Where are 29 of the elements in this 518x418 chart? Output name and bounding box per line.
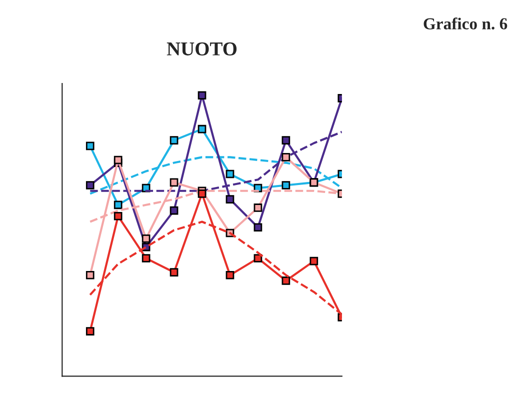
- point: [170, 206, 178, 215]
- point: [86, 270, 94, 280]
- point: [86, 181, 94, 190]
- chart-title: NUOTO: [166, 42, 237, 56]
- point: [226, 195, 234, 204]
- point: [142, 234, 150, 243]
- point: [170, 268, 178, 276]
- point: [254, 223, 262, 232]
- point: [254, 204, 262, 212]
- point: [198, 124, 206, 134]
- point: [310, 256, 318, 266]
- point: [198, 190, 206, 198]
- point: [170, 178, 178, 187]
- point: [170, 136, 178, 144]
- point: [114, 156, 122, 164]
- point: [226, 170, 234, 178]
- point: [254, 254, 262, 262]
- point: [86, 142, 94, 150]
- point: [282, 153, 290, 162]
- point: [226, 270, 234, 280]
- point: [198, 91, 206, 100]
- point: [282, 136, 290, 144]
- point: [114, 200, 122, 210]
- point: [282, 181, 290, 190]
- point: [282, 276, 290, 285]
- point: [142, 254, 150, 262]
- text: Grafico n. 6: [424, 18, 508, 30]
- point: [86, 327, 94, 336]
- point: [114, 212, 122, 220]
